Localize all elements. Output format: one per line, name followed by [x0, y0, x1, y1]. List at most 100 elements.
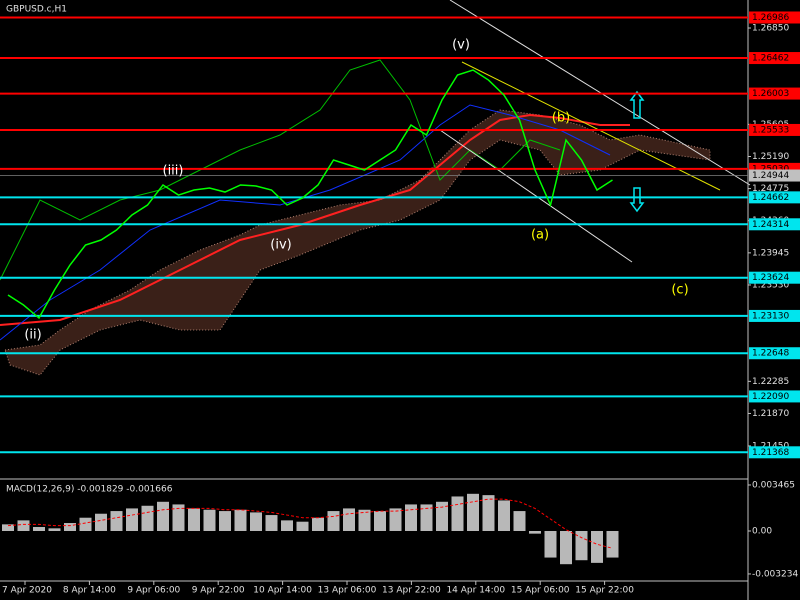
y-tick-label: 1.25190	[752, 152, 789, 162]
arrow-down	[629, 187, 645, 213]
y-tick-label: 0.00	[752, 526, 772, 536]
macd-bar	[498, 500, 510, 531]
macd-bar	[157, 501, 169, 531]
macd-bar	[141, 505, 154, 531]
x-tick-label: 13 Apr 06:00	[318, 586, 377, 596]
channel-line	[439, 129, 633, 263]
macd-bar	[513, 511, 526, 531]
y-tick-label: 1.26850	[752, 24, 789, 34]
level-tag	[749, 390, 800, 403]
level-label: 1.24314	[752, 220, 789, 230]
macd-bar	[389, 508, 402, 531]
macd-bar	[591, 530, 603, 563]
macd-bar	[343, 508, 355, 531]
macd-bar	[327, 511, 340, 531]
macd-bar	[126, 508, 138, 531]
chikou-line	[0, 59, 561, 281]
macd-bar	[203, 509, 216, 531]
level-tag	[749, 11, 800, 24]
level-tag	[749, 52, 800, 65]
macd-bar	[188, 508, 200, 531]
macd-bar	[606, 530, 619, 558]
macd-bar	[33, 527, 45, 531]
y-tick-label: 1.23945	[752, 248, 789, 258]
macd-bar	[358, 509, 371, 531]
macd-bar	[436, 501, 448, 531]
level-label: 1.25533	[752, 125, 789, 135]
wave-label: (ii)	[24, 328, 41, 343]
macd-bar	[451, 496, 464, 531]
x-tick-label: 8 Apr 14:00	[63, 586, 116, 596]
macd-bar	[405, 504, 417, 531]
level-tag	[749, 309, 800, 322]
level-tag	[749, 123, 800, 136]
macd-bar	[296, 521, 309, 531]
x-tick-label: 15 Apr 06:00	[511, 586, 570, 596]
macd-bar	[172, 504, 185, 531]
level-tag	[749, 446, 800, 459]
moving-average	[0, 113, 630, 326]
macd-bar	[374, 511, 386, 531]
cloud	[4, 109, 711, 376]
macd-bar	[529, 530, 541, 534]
level-tag	[749, 218, 800, 231]
macd-bar	[265, 515, 278, 531]
y-tick-label: 1.24775	[752, 184, 789, 194]
level-label: 1.23130	[752, 311, 789, 321]
wave-label: (c)	[671, 283, 688, 298]
wave-label: (iii)	[163, 164, 184, 179]
level-label: 1.24662	[752, 193, 789, 203]
level-label: 1.26462	[752, 54, 789, 64]
level-label: 1.25030	[752, 164, 789, 174]
x-tick-label: 13 Apr 22:00	[382, 586, 441, 596]
macd-bar	[219, 511, 231, 531]
level-label: 1.22648	[752, 349, 789, 359]
wave-label: (a)	[531, 228, 549, 243]
x-tick-label: 7 Apr 2020	[2, 586, 52, 596]
macd-bar	[2, 524, 14, 531]
macd-bar	[420, 504, 433, 531]
indicators	[0, 0, 751, 376]
y-tick-label: 1.23530	[752, 280, 789, 290]
level-label: 1.26986	[752, 13, 789, 23]
macd-bar	[64, 523, 76, 531]
macd-bar	[234, 509, 247, 531]
macd-bar	[312, 517, 324, 531]
macd-bar	[17, 520, 30, 531]
channel-line	[449, 0, 751, 186]
macd-bar	[250, 512, 262, 531]
y-tick-label: -0.003234	[752, 569, 798, 579]
current-price-tag	[749, 169, 800, 182]
price-line	[7, 69, 613, 320]
macd-bar	[482, 495, 495, 531]
macd-bar	[48, 528, 61, 531]
level-label: 1.26003	[752, 89, 789, 99]
macd-bar	[560, 530, 572, 565]
x-tick-label: 14 Apr 14:00	[446, 586, 505, 596]
current-price-label: 1.24944	[752, 171, 789, 181]
y-tick-label: 0.003465	[752, 480, 795, 490]
x-tick-label: 15 Apr 22:00	[575, 586, 634, 596]
macd-bar	[79, 517, 92, 531]
macd-bar	[95, 513, 107, 531]
kijun-line	[0, 104, 611, 341]
signal-line	[7, 498, 613, 549]
level-label: 1.23624	[752, 273, 789, 283]
macd-title: MACD(12,26,9) -0.001829 -0.001666	[6, 485, 173, 495]
y-tick-label: 1.22285	[752, 377, 789, 387]
macd-bar	[110, 511, 123, 531]
level-tag	[749, 347, 800, 360]
level-label: 1.21368	[752, 448, 789, 458]
macd-bar	[575, 530, 588, 561]
macd-bar	[281, 520, 293, 531]
x-tick-label: 9 Apr 06:00	[127, 586, 180, 596]
level-label: 1.22090	[752, 392, 789, 402]
wave-label: (iv)	[270, 238, 291, 253]
wave-label: (b)	[552, 111, 570, 126]
level-tag	[749, 271, 800, 284]
level-tag	[749, 87, 800, 100]
wave-label: (v)	[452, 38, 470, 53]
